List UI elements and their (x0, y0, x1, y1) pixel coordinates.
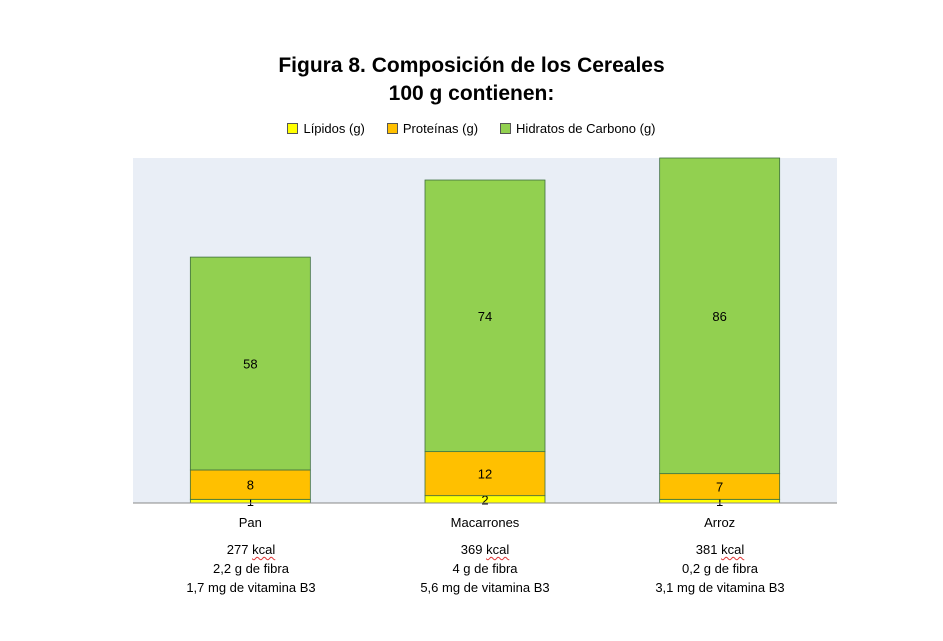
kcal-unit: kcal (486, 542, 510, 557)
bar-arroz-series-2 (659, 157, 781, 475)
x-tick-label: Macarrones (451, 515, 520, 530)
legend-label-lipidos: Lípidos (g) (303, 121, 365, 136)
data-label: 86 (712, 309, 726, 324)
data-label: 12 (478, 467, 492, 482)
legend-item-hidratos: Hidratos de Carbono (g) (500, 121, 656, 136)
vitamina-line: 5,6 mg de vitamina B3 (420, 580, 550, 595)
data-label: 58 (243, 357, 257, 372)
kcal-line: 381 kcal (610, 540, 830, 559)
kcal-line: 369 kcal (375, 540, 595, 559)
kcal-value: 381 (695, 542, 718, 557)
legend-label-proteinas: Proteínas (g) (402, 121, 479, 136)
data-label: 1 (247, 494, 254, 509)
kcal-value: 369 (460, 542, 483, 557)
fibra-line: 4 g de fibra (452, 561, 518, 576)
bar-macarrones-series-2 (424, 179, 546, 453)
fibra-line: 0,2 g de fibra (682, 561, 758, 576)
data-label: 1 (716, 494, 723, 509)
fibra-line: 2,2 g de fibra (213, 561, 289, 576)
notes-pan: 277 kcal 2,2 g de fibra 1,7 mg de vitami… (141, 540, 361, 597)
kcal-unit: kcal (721, 542, 745, 557)
chart-subtitle: 100 g contienen: (388, 82, 555, 105)
chart-title: Figura 8. Composición de los Cereales (278, 54, 665, 77)
kcal-unit: kcal (252, 542, 276, 557)
vitamina-line: 1,7 mg de vitamina B3 (186, 580, 316, 595)
legend-label-hidratos: Hidratos de Carbono (g) (516, 121, 656, 136)
x-tick-label: Arroz (704, 515, 735, 530)
vitamina-line: 3,1 mg de vitamina B3 (655, 580, 785, 595)
chart-title-block: Figura 8. Composición de los Cereales 10… (0, 52, 943, 108)
notes-macarrones: 369 kcal 4 g de fibra 5,6 mg de vitamina… (375, 540, 595, 597)
legend-swatch-lipidos (287, 123, 299, 134)
data-label: 74 (478, 309, 492, 324)
legend: Lípidos (g) Proteínas (g) Hidratos de Ca… (0, 121, 943, 136)
data-label: 8 (247, 478, 254, 493)
bar-pan-series-2 (189, 256, 311, 471)
legend-swatch-proteinas (386, 123, 398, 134)
legend-item-proteinas: Proteínas (g) (386, 121, 479, 136)
kcal-line: 277 kcal (141, 540, 361, 559)
data-label: 2 (481, 492, 488, 507)
legend-swatch-hidratos (500, 123, 512, 134)
x-tick-label: Pan (239, 515, 262, 530)
kcal-value: 277 (226, 542, 249, 557)
notes-arroz: 381 kcal 0,2 g de fibra 3,1 mg de vitami… (610, 540, 830, 597)
bar-pan-series-1 (189, 469, 311, 500)
legend-item-lipidos: Lípidos (g) (287, 121, 365, 136)
data-label: 7 (716, 479, 723, 494)
